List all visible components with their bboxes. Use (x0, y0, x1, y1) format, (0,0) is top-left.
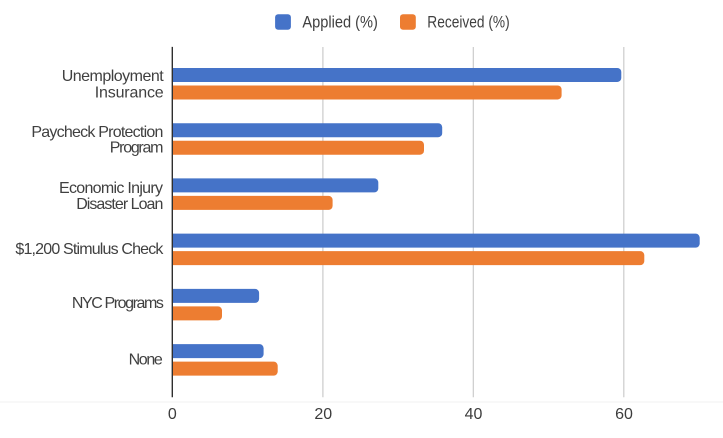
svg-text:Applied (%): Applied (%) (302, 13, 378, 32)
svg-text:Received (%): Received (%) (427, 13, 509, 32)
svg-text:Unemployment: Unemployment (62, 68, 165, 85)
svg-text:NYC Programs: NYC Programs (72, 295, 164, 312)
svg-text:None: None (129, 351, 163, 368)
svg-text:Program: Program (110, 139, 164, 156)
svg-text:40: 40 (465, 406, 483, 423)
svg-text:60: 60 (615, 406, 633, 423)
svg-text:$1,200 Stimulus Check: $1,200 Stimulus Check (15, 241, 164, 258)
svg-text:Insurance: Insurance (95, 85, 164, 102)
svg-text:0: 0 (168, 406, 177, 423)
svg-text:20: 20 (314, 406, 332, 423)
svg-text:Economic Injury: Economic Injury (59, 180, 163, 197)
svg-text:Disaster Loan: Disaster Loan (76, 196, 163, 213)
svg-text:Paycheck Protection: Paycheck Protection (31, 124, 163, 141)
